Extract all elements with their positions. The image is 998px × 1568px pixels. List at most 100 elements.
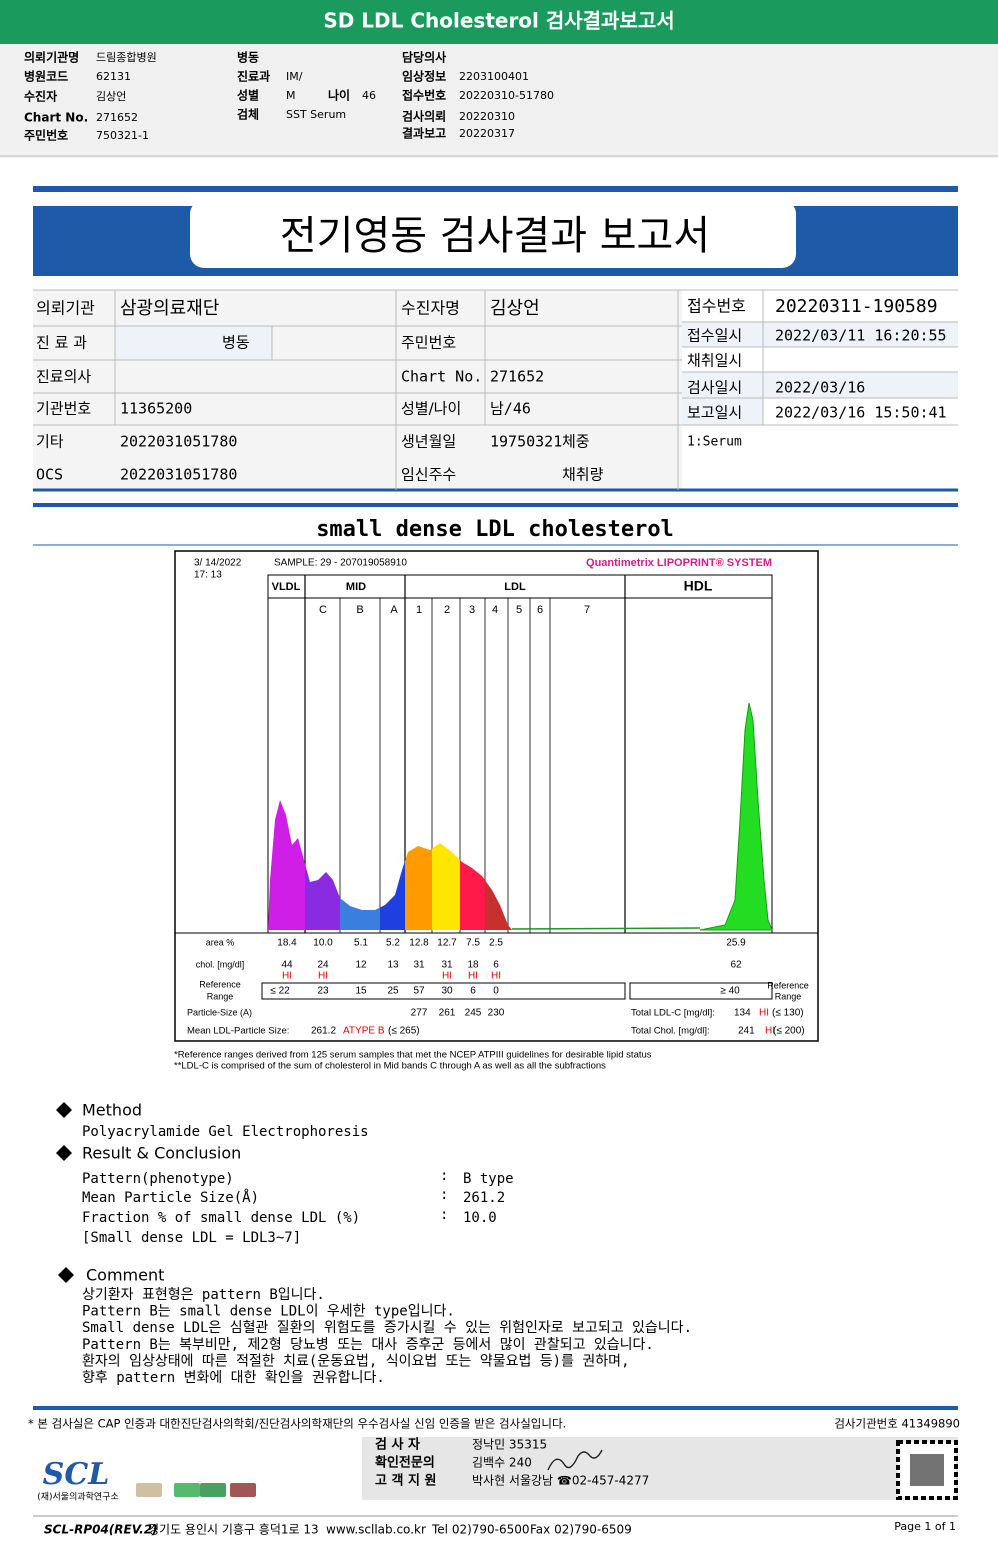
field-label: 수진자명 [401,299,460,318]
logo: SCL [43,1457,110,1492]
label: Polyacrylamide Gel Electrophoresis [82,1124,369,1140]
field-value: 2022/03/16 [775,379,865,397]
label: Total LDL-C [mg/dl]: [631,1008,715,1019]
field-label: 병원코드 [24,69,68,84]
band-label: B [356,604,363,616]
group-label: VLDL [272,581,301,593]
area-value: 25.9 [726,938,746,949]
field-label: 접수번호 [687,297,746,316]
reference-value: ≥ 40 [720,986,740,997]
label: B type [463,1171,514,1187]
field-label: 수진자 [24,89,57,104]
group-label: MID [346,581,366,593]
header-title: SD LDL Cholesterol 검사결과보고서 [323,9,674,33]
signer-role: 검 사 자 [375,1437,420,1453]
label: 261.2 [311,1026,336,1037]
field-label: 진료과 [237,69,270,84]
field-value: 20220310 [459,110,515,123]
field-label: 검사의뢰 [402,109,446,124]
comment-line: 향후 pattern 변화에 대한 확인을 권유합니다. [82,1370,385,1386]
comment-line: 상기환자 표현형은 pattern B입니다. [82,1287,325,1303]
footnote: **LDL-C is comprised of the sum of chole… [174,1061,606,1072]
chol-value: 18 [467,960,479,971]
field-value: 병동 [222,334,250,352]
label: 241 [738,1026,755,1037]
label: 검사기관번호 41349890 [834,1417,960,1431]
field-value: 46 [362,89,376,102]
field-label: 진료의사 [36,368,91,386]
field-value: 62131 [96,70,131,83]
accreditation-logo [200,1483,226,1497]
signer-name: 김백수 240 [472,1456,532,1470]
reference-value: 15 [355,986,367,997]
field-label: 채취일시 [687,352,742,370]
section-heading: Comment [86,1266,164,1285]
field-value: 2022031051780 [120,466,237,484]
label: 경기도 용인시 기흥구 흥덕1로 13 [148,1523,319,1537]
area-value: 12.8 [409,938,429,949]
label: 17: 13 [194,570,222,581]
band-label: C [319,604,327,616]
section-heading: Result & Conclusion [82,1144,241,1163]
label: Reference [767,980,809,990]
field-value: 삼광의료재단 [120,298,219,319]
label: [Small dense LDL = LDL3~7] [82,1230,301,1246]
area-value: 10.0 [313,938,333,949]
band-label: 4 [492,604,498,616]
field-label: 성별 [237,88,259,103]
specimen-note: 1:Serum [687,435,742,450]
section-title: small dense LDL cholesterol [316,517,674,542]
label: Fax 02)790-6509 [530,1523,632,1537]
field-label: 접수번호 [402,88,446,103]
field-value: 271652 [490,368,544,386]
section-rule [33,503,958,507]
chol-value: 44 [281,960,293,971]
reference-value: ≤ 22 [270,986,290,997]
label: 134 [734,1008,751,1019]
chol-value: 13 [387,960,399,971]
footer-rule [33,1406,958,1410]
area-value: 5.1 [354,938,368,949]
table-cell [682,322,958,347]
label: Mean Particle Size(Å) [82,1189,259,1206]
label: (≤ 265) [388,1026,420,1037]
label: 261.2 [463,1190,505,1206]
section-heading: Method [82,1101,142,1120]
label: HI [765,1026,775,1037]
field-label: 검사일시 [687,379,742,397]
signer-name: 정낙민 35315 [472,1438,547,1452]
hdl-peak [699,702,773,931]
hi-flag: HI [468,971,478,982]
field-value: 김상언 [96,90,126,103]
reference-value: 25 [387,986,399,997]
label: area % [206,937,235,947]
group-label: LDL [504,581,526,593]
label: : [440,1168,448,1184]
band-label: 1 [416,604,422,616]
area-value: 2.5 [489,938,503,949]
field-label: 기관번호 [36,400,91,418]
label: HI [759,1008,769,1019]
table-cell [682,372,958,398]
qr-code [896,1440,958,1500]
area-value: 7.5 [466,938,480,949]
band-label: 3 [469,604,475,616]
field-label: 검체 [237,107,259,122]
reference-value: 6 [470,986,476,997]
field-label: Chart No. [24,111,88,125]
label: : [440,1207,448,1223]
field-label: 담당의사 [402,50,446,65]
field-value: 드림종합병원 [96,51,157,64]
field-value: 20220311-190589 [775,296,938,317]
form-id: SCL-RP04(REV.2) [44,1523,158,1537]
comment-line: Small dense LDL은 심혈관 질환의 위험도를 증가시킬 수 있는 … [82,1320,692,1336]
chol-value: 31 [413,960,425,971]
label: 10.0 [463,1210,497,1226]
banner-panel [190,200,796,268]
label: Fraction % of small dense LDL (%) [82,1210,360,1226]
field-label: 나이 [328,88,350,103]
field-label: 진 료 과 [36,334,87,352]
signer-name: 박사현 서울강남 ☎02-457-4277 [472,1474,649,1488]
